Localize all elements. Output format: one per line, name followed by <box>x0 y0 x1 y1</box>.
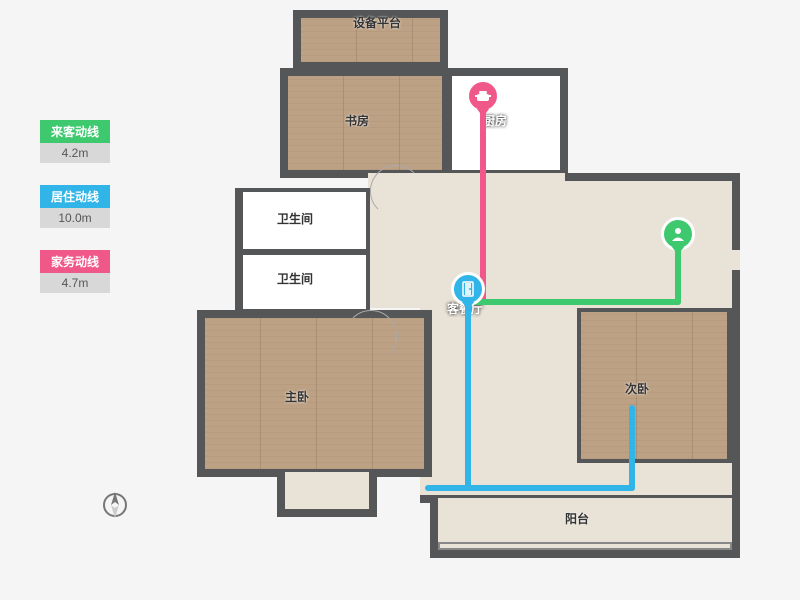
person-icon <box>669 225 687 243</box>
entry-area-fill <box>565 250 740 270</box>
room-label: 阳台 <box>565 510 589 527</box>
legend-item-live: 居住动线 10.0m <box>40 185 110 228</box>
room-label: 设备平台 <box>353 14 401 31</box>
floor-plan: 设备平台 书房 厨房 卫生间 卫生间 主卧 次卧 阳台 客餐厅 <box>185 10 755 570</box>
legend-item-chore: 家务动线 4.7m <box>40 250 110 293</box>
path-live <box>465 302 471 490</box>
path-guest <box>468 299 681 305</box>
balcony-rail <box>438 542 732 550</box>
legend-item-guest: 来客动线 4.2m <box>40 120 110 163</box>
legend-label: 来客动线 <box>40 120 110 143</box>
pot-icon <box>474 87 492 105</box>
legend: 来客动线 4.2m 居住动线 10.0m 家务动线 4.7m <box>40 120 110 315</box>
room-label: 卫生间 <box>277 210 313 227</box>
room-second <box>577 308 735 463</box>
entry-area <box>565 173 740 258</box>
legend-value: 4.7m <box>40 273 110 293</box>
marker-kitchen <box>466 79 500 119</box>
legend-label: 家务动线 <box>40 250 110 273</box>
compass-icon <box>100 490 130 520</box>
door-icon <box>459 280 477 298</box>
room-label: 主卧 <box>285 388 309 405</box>
room-label: 次卧 <box>625 380 649 397</box>
marker-living <box>451 272 485 312</box>
legend-value: 10.0m <box>40 208 110 228</box>
master-balcony <box>277 472 377 517</box>
marker-entry <box>661 217 695 257</box>
room-label: 书房 <box>345 112 369 129</box>
legend-label: 居住动线 <box>40 185 110 208</box>
room-label: 卫生间 <box>277 270 313 287</box>
legend-value: 4.2m <box>40 143 110 163</box>
path-live <box>425 485 635 491</box>
path-live <box>629 405 635 491</box>
